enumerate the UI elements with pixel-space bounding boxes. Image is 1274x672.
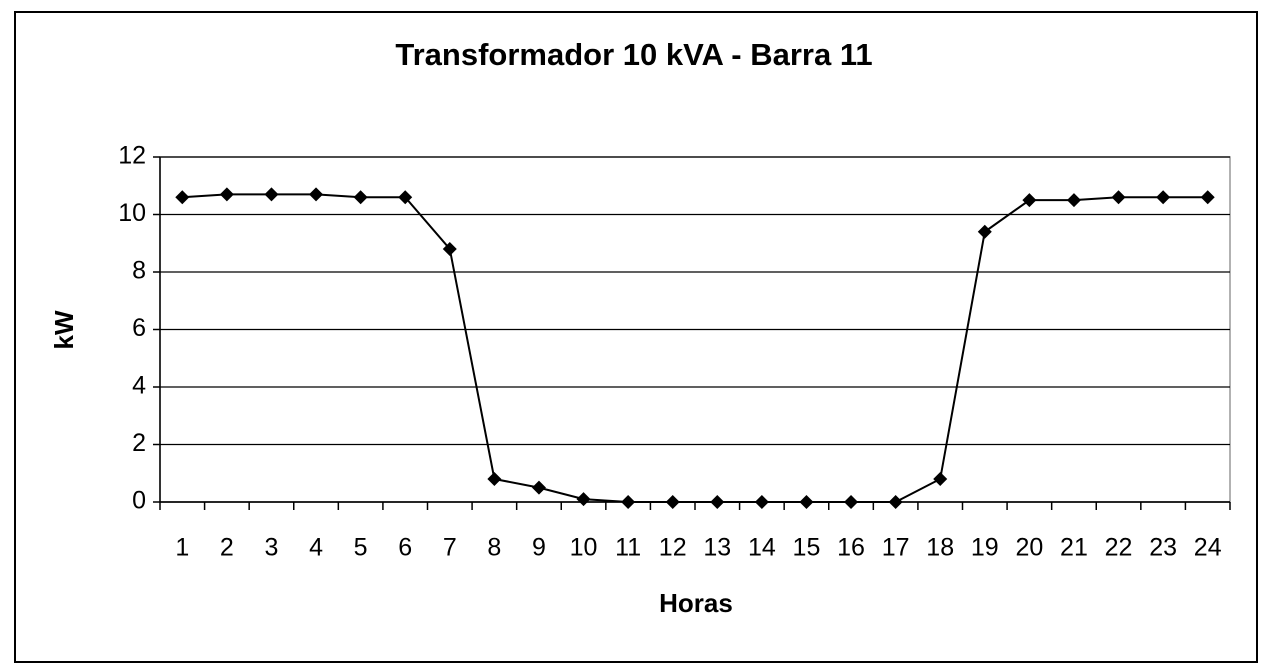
- x-tick-label: 13: [703, 534, 731, 562]
- x-axis-title: Horas: [659, 588, 733, 618]
- data-point: [933, 472, 948, 486]
- x-tick-label: 23: [1149, 534, 1177, 562]
- x-tick-label: 7: [443, 534, 457, 562]
- data-point: [799, 495, 814, 509]
- y-tick-label: 12: [118, 142, 146, 170]
- data-point: [442, 242, 457, 256]
- chart-title: Transformador 10 kVA - Barra 11: [395, 37, 872, 72]
- data-point: [576, 492, 591, 507]
- y-tick-label: 2: [132, 429, 146, 457]
- x-tick-label: 11: [615, 534, 641, 562]
- chart-border: [14, 11, 1258, 663]
- data-point: [888, 495, 903, 509]
- x-tick-label: 21: [1060, 534, 1088, 562]
- data-point: [1200, 190, 1215, 205]
- data-point: [219, 187, 234, 202]
- data-point: [264, 187, 279, 202]
- data-point: [621, 495, 636, 509]
- data-point: [398, 190, 413, 205]
- x-tick-label: 17: [882, 534, 910, 562]
- data-point: [754, 495, 769, 509]
- x-tick-label: 4: [309, 534, 323, 562]
- x-tick-label: 2: [220, 534, 234, 562]
- y-tick-label: 10: [118, 199, 146, 227]
- data-point: [1066, 193, 1081, 208]
- y-axis-title: kW: [49, 310, 79, 349]
- data-point: [1022, 193, 1037, 208]
- x-tick-label: 8: [487, 534, 501, 562]
- x-tick-label: 24: [1194, 534, 1222, 562]
- y-tick-label: 6: [132, 314, 146, 342]
- data-point: [665, 495, 680, 509]
- x-tick-label: 9: [532, 534, 546, 562]
- data-point: [353, 190, 368, 205]
- data-point: [844, 495, 859, 509]
- x-tick-label: 1: [175, 534, 189, 562]
- data-point: [1156, 190, 1171, 205]
- data-point: [977, 224, 992, 239]
- x-tick-label: 12: [659, 534, 687, 562]
- series-line: [182, 193, 1208, 503]
- y-tick-label: 4: [132, 372, 146, 400]
- data-point: [531, 480, 546, 495]
- x-tick-label: 20: [1015, 534, 1043, 562]
- x-tick-label: 3: [265, 534, 279, 562]
- data-point: [487, 472, 502, 486]
- x-tick-label: 15: [793, 534, 821, 562]
- x-tick-label: 6: [398, 534, 412, 562]
- x-tick-label: 22: [1105, 534, 1133, 562]
- x-tick-label: 19: [971, 534, 999, 562]
- x-tick-label: 16: [837, 534, 865, 562]
- data-point: [175, 190, 190, 205]
- y-tick-label: 0: [132, 487, 146, 515]
- x-tick-label: 5: [354, 534, 368, 562]
- data-point: [710, 495, 725, 509]
- x-tick-label: 14: [748, 534, 776, 562]
- x-tick-label: 10: [570, 534, 598, 562]
- data-point: [309, 187, 324, 202]
- y-tick-label: 8: [132, 257, 146, 285]
- data-point: [1111, 190, 1126, 205]
- x-tick-label: 18: [926, 534, 954, 562]
